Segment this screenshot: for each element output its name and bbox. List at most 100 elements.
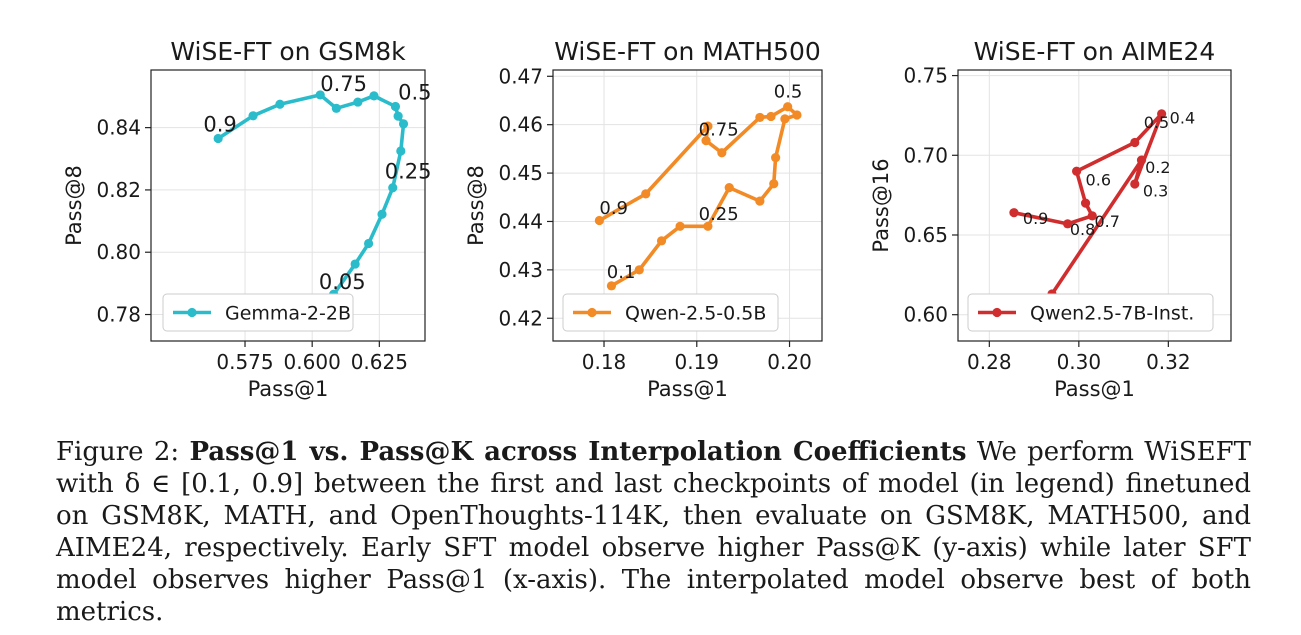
point-annotation: 0.3 bbox=[1143, 182, 1168, 201]
data-point bbox=[353, 97, 363, 107]
point-annotation: 0.9 bbox=[1023, 209, 1048, 228]
data-point bbox=[701, 136, 711, 146]
y-tick-label: 0.42 bbox=[498, 306, 543, 330]
plot-frame bbox=[552, 69, 823, 342]
plot-frame bbox=[957, 69, 1232, 342]
x-tick-label: 0.575 bbox=[216, 350, 273, 374]
legend-box bbox=[967, 293, 1214, 332]
x-tick-label: 0.20 bbox=[767, 350, 812, 374]
y-tick-label: 0.80 bbox=[96, 240, 141, 264]
data-point bbox=[315, 90, 325, 100]
chart-title: WiSE-FT on AIME24 bbox=[974, 37, 1216, 66]
data-point bbox=[1063, 219, 1073, 229]
chart-panel-3: 0.28 0.30 0.32 0.60 0.65 0.70 0.75 WiSE-FT on A… bbox=[869, 37, 1232, 401]
data-point bbox=[377, 209, 387, 219]
figure-caption: Figure 2: Pass@1 vs. Pass@K across Inter… bbox=[56, 436, 1251, 628]
data-point bbox=[1130, 137, 1140, 148]
caption-prefix: Figure 2: bbox=[56, 437, 190, 467]
point-annotation: 0.4 bbox=[1170, 108, 1195, 127]
plot-frame bbox=[150, 69, 426, 342]
data-point bbox=[369, 91, 379, 101]
data-point bbox=[656, 236, 667, 246]
data-point bbox=[388, 183, 398, 193]
caption-bold-title: Pass@1 vs. Pass@K across Interpolation C… bbox=[189, 437, 967, 467]
legend-marker bbox=[992, 307, 1002, 318]
y-tick-label: 0.46 bbox=[498, 113, 543, 137]
data-point bbox=[363, 238, 374, 249]
data-point bbox=[755, 196, 765, 206]
x-tick-label: 0.600 bbox=[284, 350, 341, 374]
legend-box bbox=[162, 293, 354, 332]
x-tick-label: 0.30 bbox=[1057, 350, 1102, 374]
data-point bbox=[1071, 166, 1082, 176]
data-point bbox=[396, 146, 406, 156]
y-tick-label: 0.65 bbox=[903, 223, 948, 247]
y-axis-label: Pass@16 bbox=[869, 158, 893, 252]
point-annotation: 0.25 bbox=[699, 204, 739, 225]
x-axis-label: Pass@1 bbox=[248, 377, 329, 401]
data-point bbox=[717, 148, 727, 158]
point-annotation: 0.9 bbox=[599, 198, 628, 219]
data-point bbox=[641, 189, 651, 199]
point-annotation: 0.25 bbox=[385, 159, 432, 183]
x-axis-label: Pass@1 bbox=[647, 377, 728, 401]
data-point bbox=[703, 121, 713, 131]
point-annotation: 0.8 bbox=[1070, 220, 1095, 239]
y-tick-label: 0.44 bbox=[498, 209, 543, 233]
y-tick-label: 0.43 bbox=[498, 258, 543, 282]
chart-panel-2: 0.18 0.19 0.20 0.42 0.43 0.44 0.45 0.46 0.47 WiSE… bbox=[464, 37, 823, 401]
legend: Gemma-2-2B bbox=[162, 293, 354, 332]
point-annotation: 0.1 bbox=[607, 262, 636, 283]
point-annotation: 0.05 bbox=[319, 270, 366, 294]
series-line bbox=[216, 93, 406, 297]
figure-charts: 0.575 0.600 0.625 0.78 0.80 0.82 0.84 WiSE-FT o… bbox=[62, 37, 1232, 401]
data-point bbox=[766, 111, 776, 122]
data-point bbox=[331, 103, 341, 113]
legend-label: Qwen-2.5-0.5B bbox=[625, 303, 766, 325]
y-tick-label: 0.84 bbox=[96, 116, 141, 140]
data-point bbox=[1009, 208, 1019, 218]
x-tick-label: 0.625 bbox=[351, 350, 408, 374]
data-point bbox=[769, 179, 779, 189]
data-point bbox=[783, 102, 793, 112]
chart-title: WiSE-FT on MATH500 bbox=[554, 37, 821, 66]
y-tick-label: 0.78 bbox=[96, 303, 141, 327]
series-line bbox=[1012, 112, 1164, 296]
point-annotation: 0.75 bbox=[699, 119, 739, 140]
data-point bbox=[213, 133, 223, 144]
y-tick-label: 0.60 bbox=[903, 303, 948, 327]
point-annotation: 0.5 bbox=[398, 81, 431, 105]
legend-marker bbox=[187, 307, 197, 318]
data-point bbox=[724, 182, 734, 193]
x-axis-label: Pass@1 bbox=[1054, 377, 1135, 401]
legend-label: Gemma-2-2B bbox=[225, 303, 351, 325]
data-point bbox=[1130, 179, 1140, 189]
point-annotation: 0.9 bbox=[203, 112, 236, 136]
point-annotation: 0.5 bbox=[774, 82, 803, 103]
data-point bbox=[792, 110, 802, 120]
y-tick-label: 0.45 bbox=[498, 161, 543, 185]
y-axis-label: Pass@8 bbox=[62, 165, 86, 246]
data-point bbox=[771, 152, 781, 163]
point-annotation: 0.6 bbox=[1086, 171, 1111, 190]
data-point bbox=[248, 111, 258, 121]
data-point bbox=[1087, 211, 1097, 221]
legend-box bbox=[562, 293, 779, 332]
x-tick-label: 0.18 bbox=[582, 350, 627, 374]
chart-panel-1: 0.575 0.600 0.625 0.78 0.80 0.82 0.84 WiSE-FT o… bbox=[62, 37, 432, 401]
point-annotation: 0.7 bbox=[1095, 212, 1120, 231]
data-point bbox=[755, 112, 765, 123]
y-tick-label: 0.47 bbox=[498, 64, 543, 88]
data-point bbox=[594, 215, 604, 226]
legend-label: Qwen2.5-7B-Inst. bbox=[1030, 303, 1194, 325]
x-tick-label: 0.28 bbox=[967, 350, 1012, 374]
data-point bbox=[675, 221, 685, 231]
data-point bbox=[780, 114, 790, 124]
y-axis-label: Pass@8 bbox=[464, 165, 488, 246]
legend-marker bbox=[587, 307, 597, 318]
data-point bbox=[1080, 198, 1091, 208]
legend: Qwen-2.5-0.5B bbox=[562, 293, 779, 332]
point-annotation: 0.2 bbox=[1145, 158, 1170, 177]
charts-canvas: 0.575 0.600 0.625 0.78 0.80 0.82 0.84 WiSE-FT o… bbox=[62, 37, 1232, 401]
data-point bbox=[1136, 155, 1147, 165]
